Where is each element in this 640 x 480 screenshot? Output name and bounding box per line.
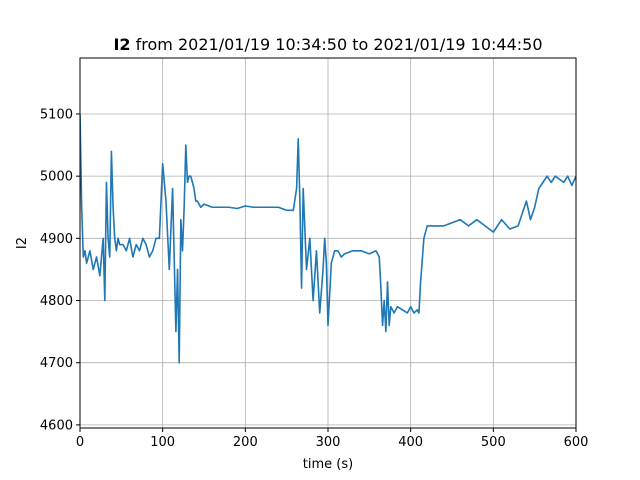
y-tick-label: 5000 xyxy=(40,170,73,185)
chart-title: I2 from 2021/01/19 10:34:50 to 2021/01/1… xyxy=(113,35,542,54)
y-tick-label: 5100 xyxy=(40,107,73,122)
y-axis-label: I2 xyxy=(15,237,30,249)
series-line xyxy=(80,113,576,364)
chart-title-rest: from 2021/01/19 10:34:50 to 2021/01/19 1… xyxy=(131,35,543,54)
x-tick-label: 600 xyxy=(564,435,589,450)
y-tick-label: 4700 xyxy=(40,356,73,371)
y-tick-label: 4900 xyxy=(40,232,73,247)
x-tick-label: 100 xyxy=(150,435,175,450)
plot-series xyxy=(80,113,576,364)
y-tick-label: 4800 xyxy=(40,294,73,309)
chart-title-bold: I2 xyxy=(113,35,130,54)
x-axis: 0 100 200 300 400 500 600 xyxy=(76,428,589,450)
x-tick-label: 300 xyxy=(316,435,341,450)
x-tick-label: 400 xyxy=(398,435,423,450)
x-tick-label: 0 xyxy=(76,435,84,450)
y-axis: 4600 4700 4800 4900 5000 5100 xyxy=(40,107,80,433)
x-axis-label: time (s) xyxy=(303,457,353,472)
x-tick-label: 500 xyxy=(481,435,506,450)
y-tick-label: 4600 xyxy=(40,418,73,433)
x-tick-label: 200 xyxy=(233,435,258,450)
